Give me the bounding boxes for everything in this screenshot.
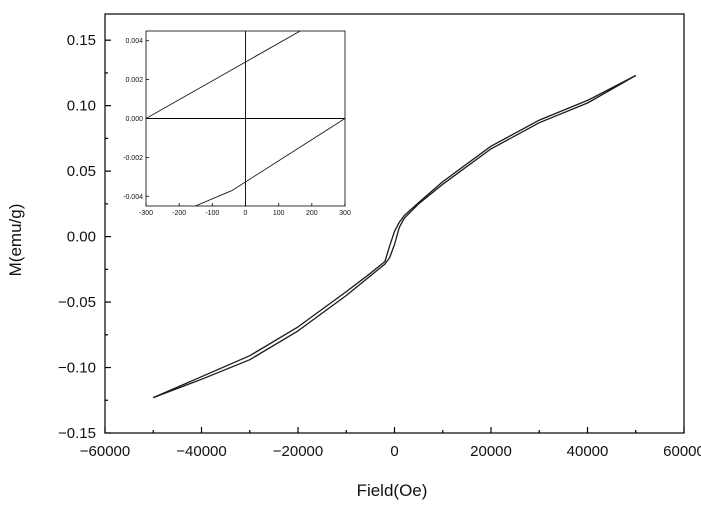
- main-x-tick-label: −20000: [273, 443, 323, 460]
- main-y-tick-label: 0.10: [67, 98, 96, 115]
- x-axis-title: Field(Oe): [357, 481, 428, 500]
- main-y-tick-label: 0.00: [67, 229, 96, 246]
- inset-y-tick-label: 0.004: [125, 38, 143, 45]
- inset-x-tick-label: -200: [172, 210, 186, 217]
- inset-y-tick-label: 0.000: [125, 116, 143, 123]
- inset-x-tick-label: 100: [273, 210, 285, 217]
- main-frame: [104, 13, 685, 434]
- inset-y-tick-label: -0.004: [123, 194, 143, 201]
- inset-x-tick-label: 200: [306, 210, 318, 217]
- main-series-line-descending: [153, 74, 637, 399]
- main-y-tick-label: −0.15: [58, 425, 96, 442]
- main-y-tick-label: 0.15: [67, 32, 96, 49]
- inset-y-tick-label: 0.002: [125, 77, 143, 84]
- main-y-tick-label: −0.10: [58, 360, 96, 377]
- inset-x-tick-label: 0: [244, 210, 248, 217]
- inset-series-line-upper: [146, 31, 302, 119]
- main-plot: −60000 −40000 −20000 0 20000 40000 60000 −0.15 −…: [58, 13, 701, 460]
- inset-series-line-lower: [194, 118, 345, 206]
- main-x-tick-label: 0: [390, 443, 398, 460]
- inset-x-tick-label: 300: [339, 210, 351, 217]
- inset-y-tick-label: -0.002: [123, 155, 143, 162]
- inset-plot: -300 -200 -100 0 100 200 300 -0.004 -0.002 0.000 0…: [123, 30, 351, 217]
- inset-x-tick-label: -300: [139, 210, 153, 217]
- y-axis-title: M(emu/g): [6, 204, 25, 277]
- inset-x-tick-label: -100: [205, 210, 219, 217]
- main-x-tick-label: 40000: [567, 443, 609, 460]
- main-x-tick-label: −40000: [176, 443, 226, 460]
- main-x-tick-label: 60000: [663, 443, 701, 460]
- main-y-tick-label: −0.05: [58, 294, 96, 311]
- main-x-tick-label: −60000: [80, 443, 130, 460]
- main-series-line-ascending: [153, 74, 637, 399]
- main-y-tick-label: 0.05: [67, 163, 96, 180]
- main-x-tick-label: 20000: [470, 443, 512, 460]
